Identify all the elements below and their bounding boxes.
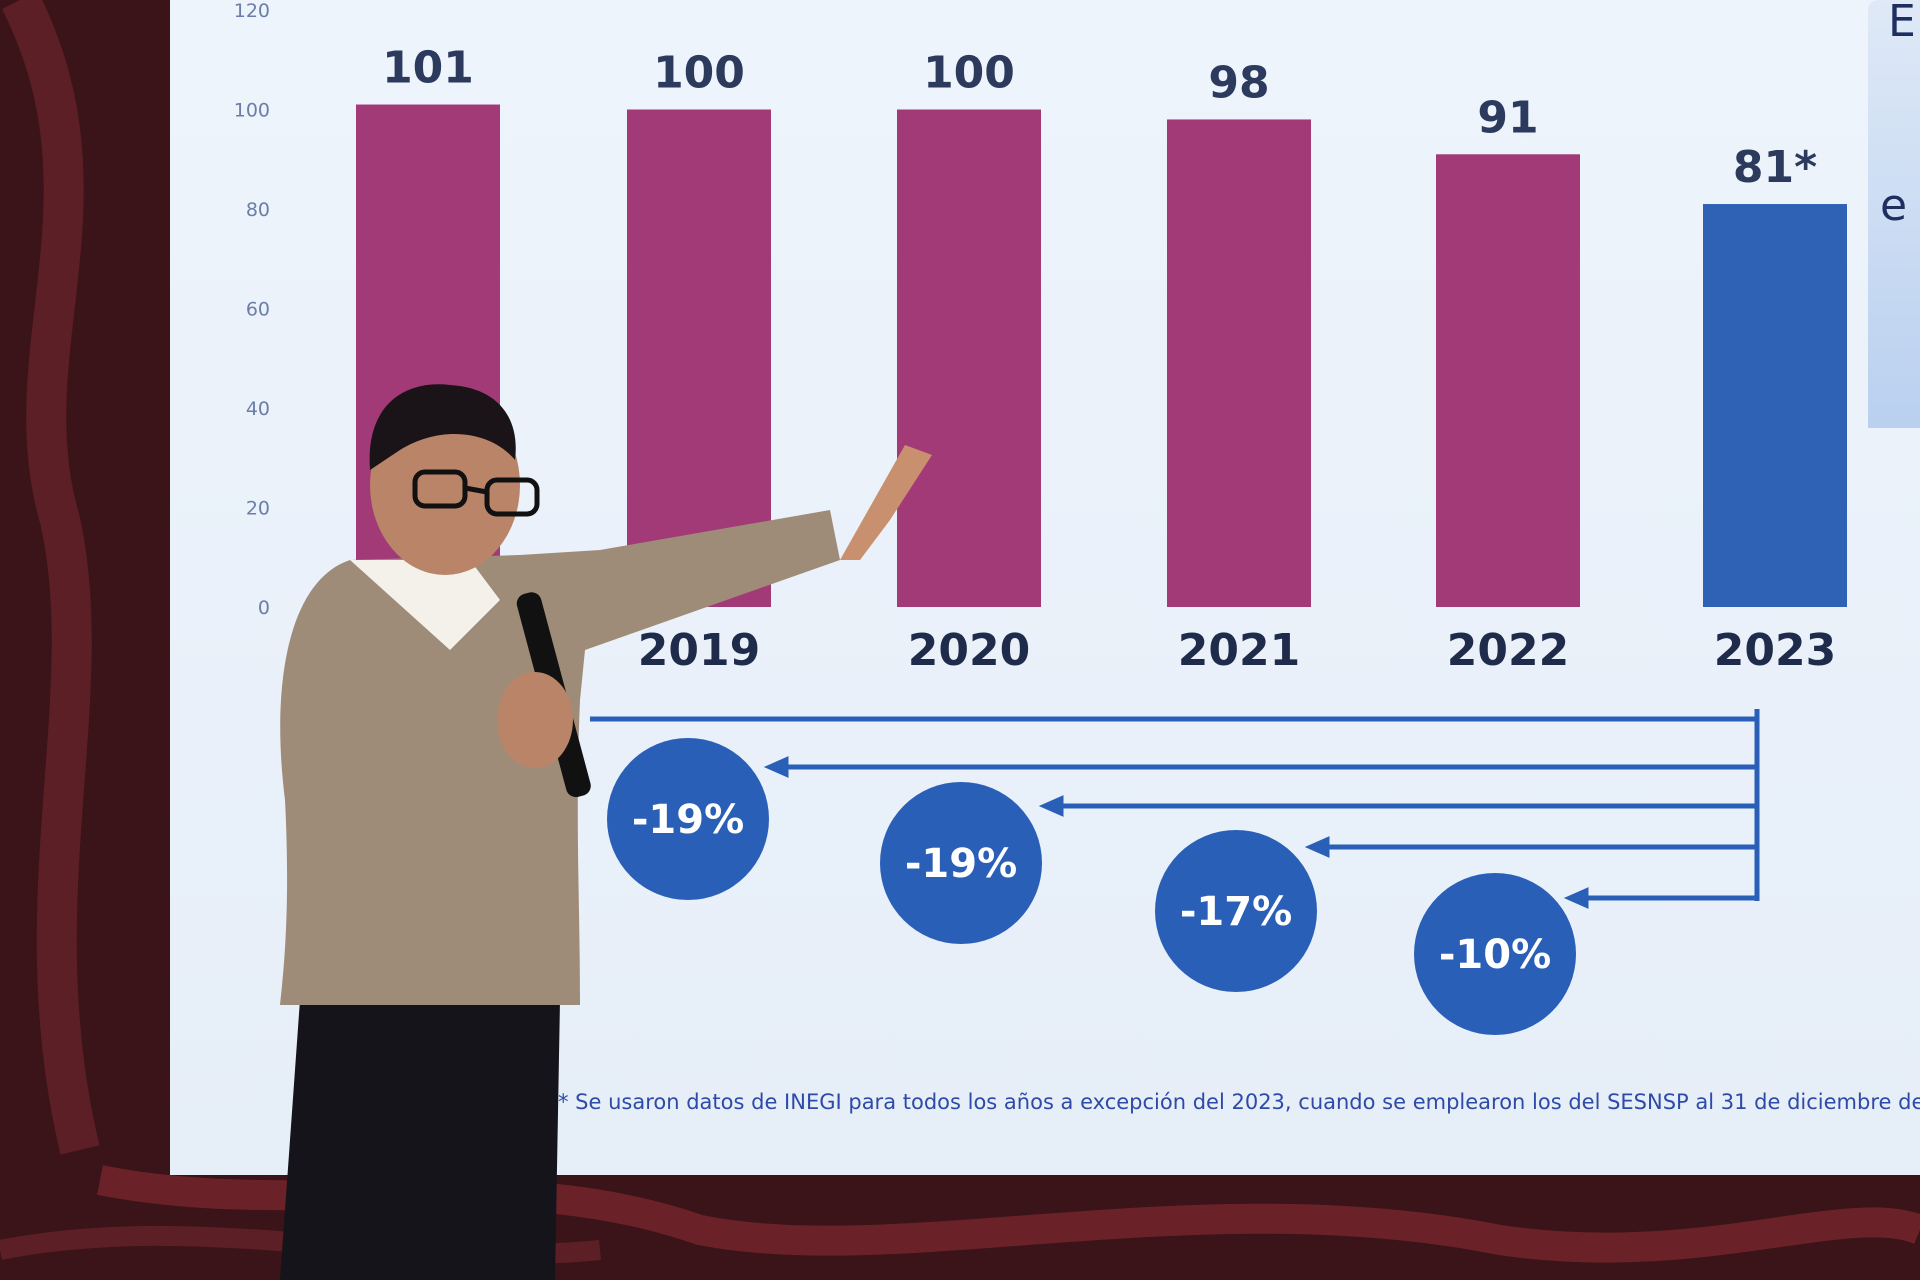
value-label: 91 [1477,92,1538,143]
change-circle [607,738,769,900]
year-label: 2021 [1178,625,1300,676]
change-label: -19% [905,841,1017,887]
y-tick-label: 20 [246,498,270,520]
y-tick-label: 0 [258,597,270,619]
bar-2022 [1436,154,1580,607]
comparison-arrows [590,709,1760,909]
value-label: 100 [923,48,1015,99]
value-label: 101 [382,43,474,94]
y-tick-label: 40 [246,398,270,420]
bar-2023 [1703,204,1847,607]
bar-2020 [897,109,1041,607]
side-letter: E [1888,0,1916,47]
side-letter: e [1880,180,1908,231]
year-label: 2022 [1447,625,1569,676]
y-tick-label: 80 [246,199,270,221]
year-label: 2020 [908,625,1030,676]
change-circle [1414,873,1576,1035]
y-tick-label: 100 [234,100,270,122]
change-label: -17% [1180,889,1292,935]
change-circle [880,782,1042,944]
footnote: * Se usaron datos de INEGI para todos lo… [558,1090,1920,1114]
change-label: -19% [632,797,744,843]
y-tick-label: 60 [246,299,270,321]
change-label: -10% [1439,932,1551,978]
value-label: 81* [1733,142,1817,193]
bar-2019 [627,109,771,607]
y-tick-label: 120 [234,0,270,22]
value-label: 100 [653,48,745,99]
value-label: 98 [1208,57,1269,108]
change-circle [1155,830,1317,992]
year-label: 2023 [1714,625,1836,676]
year-label: 2019 [638,625,760,676]
bar-2021 [1167,119,1311,607]
side-panel: E e [1868,0,1920,428]
